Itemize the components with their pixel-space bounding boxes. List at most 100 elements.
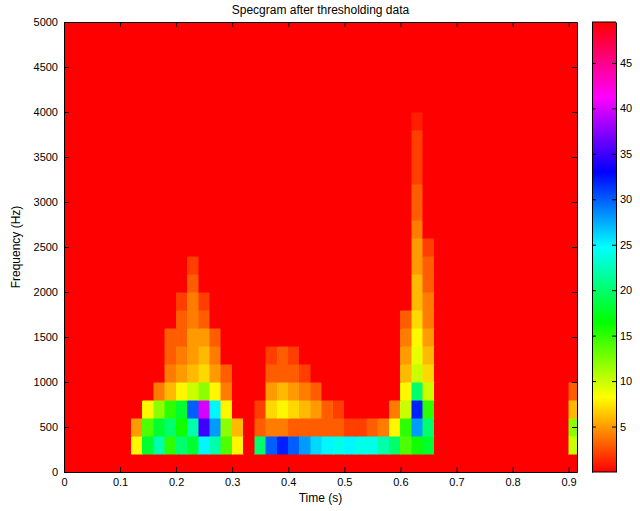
cell	[154, 400, 165, 418]
cell	[434, 238, 445, 256]
cell	[255, 382, 266, 400]
cell	[344, 58, 355, 76]
cell	[142, 274, 153, 292]
cell	[456, 274, 467, 292]
cell	[333, 184, 344, 202]
cell	[109, 310, 120, 328]
cell	[356, 148, 367, 166]
cell	[445, 328, 456, 346]
tick-mark	[572, 112, 577, 113]
cell	[109, 220, 120, 238]
cell	[288, 22, 299, 40]
cell	[86, 148, 97, 166]
cell	[154, 256, 165, 274]
cell	[423, 22, 434, 40]
tick-mark	[572, 67, 577, 68]
cell	[266, 166, 277, 184]
cell	[255, 328, 266, 346]
cell	[288, 328, 299, 346]
cell	[412, 436, 423, 454]
tick: 4000	[34, 106, 69, 118]
cell	[243, 454, 254, 472]
cell	[524, 238, 535, 256]
cell	[501, 256, 512, 274]
cell	[154, 40, 165, 58]
cell	[479, 256, 490, 274]
cell	[109, 184, 120, 202]
cell	[468, 436, 479, 454]
cell	[412, 346, 423, 364]
cell	[142, 436, 153, 454]
cell	[255, 202, 266, 220]
tick-mark	[592, 154, 596, 155]
x-axis-top	[65, 22, 578, 27]
cell	[513, 238, 524, 256]
tick: 0.4	[281, 467, 296, 488]
tick	[513, 22, 514, 27]
cell	[210, 220, 221, 238]
cell	[367, 130, 378, 148]
cell	[154, 58, 165, 76]
cell	[479, 400, 490, 418]
cell	[109, 238, 120, 256]
cell	[232, 130, 243, 148]
cell	[378, 184, 389, 202]
tick: 3500	[34, 151, 69, 163]
cell	[513, 184, 524, 202]
cell	[501, 346, 512, 364]
tick-mark	[344, 22, 345, 27]
cell	[378, 400, 389, 418]
cell	[400, 238, 411, 256]
tick	[592, 245, 596, 246]
cell	[322, 148, 333, 166]
cell	[255, 292, 266, 310]
cell	[98, 94, 109, 112]
cell	[176, 238, 187, 256]
cell	[344, 166, 355, 184]
cell	[378, 454, 389, 472]
cell	[232, 292, 243, 310]
tick-label: 30	[620, 193, 632, 205]
tick-label: 15	[620, 330, 632, 342]
cell	[513, 112, 524, 130]
cell	[490, 58, 501, 76]
cell	[501, 166, 512, 184]
cell	[367, 382, 378, 400]
cell	[288, 76, 299, 94]
tick	[592, 154, 596, 155]
cell	[266, 328, 277, 346]
cell	[434, 148, 445, 166]
cell	[210, 166, 221, 184]
cell	[64, 166, 75, 184]
cell	[120, 220, 131, 238]
cell	[210, 382, 221, 400]
cell	[64, 418, 75, 436]
cell	[490, 22, 501, 40]
cell	[75, 364, 86, 382]
cell	[423, 112, 434, 130]
cell	[333, 40, 344, 58]
cell	[378, 166, 389, 184]
cell	[333, 148, 344, 166]
cell	[344, 184, 355, 202]
cell	[243, 58, 254, 76]
cell	[266, 58, 277, 76]
cell	[142, 382, 153, 400]
tick-mark	[612, 154, 616, 155]
cell	[546, 328, 557, 346]
cell	[243, 436, 254, 454]
cell	[400, 274, 411, 292]
cell	[389, 112, 400, 130]
cell	[232, 202, 243, 220]
cell	[546, 310, 557, 328]
cell	[187, 202, 198, 220]
tick	[572, 427, 577, 428]
tick: 10	[612, 375, 632, 387]
cell	[400, 112, 411, 130]
cell	[445, 202, 456, 220]
tick-label: 4500	[34, 61, 58, 73]
cell	[142, 328, 153, 346]
tick-label: 0.1	[113, 476, 128, 488]
cell	[98, 454, 109, 472]
cell	[86, 382, 97, 400]
